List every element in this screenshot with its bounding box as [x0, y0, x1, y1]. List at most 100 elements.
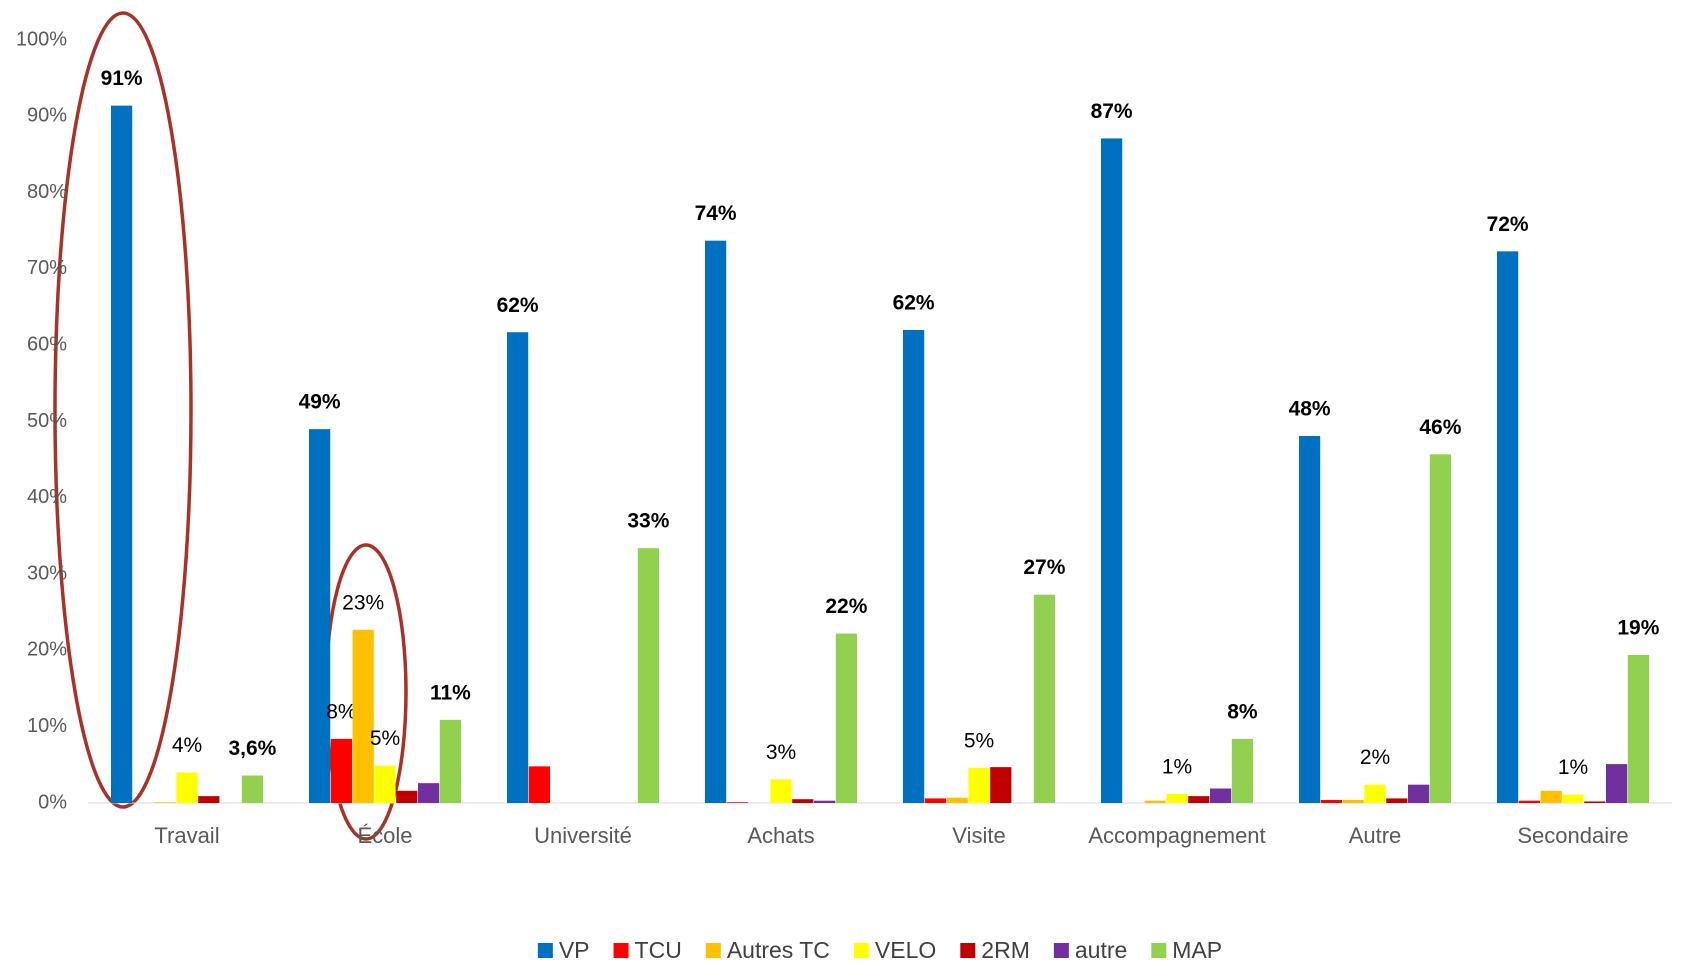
legend-label: TCU: [635, 937, 682, 963]
x-tick-label: Achats: [747, 823, 814, 848]
bar: [1166, 793, 1188, 803]
data-label: 1%: [1162, 755, 1192, 778]
bar: [1342, 799, 1364, 803]
y-tick-label: 90%: [27, 105, 67, 127]
data-label: 8%: [1227, 700, 1258, 723]
bar: [1627, 654, 1649, 803]
bar: [528, 766, 550, 803]
data-label: 48%: [1289, 398, 1331, 421]
bar: [1562, 794, 1584, 803]
y-tick-label: 10%: [27, 715, 67, 737]
data-label: 19%: [1617, 617, 1659, 640]
legend-swatch: [537, 943, 553, 958]
y-tick-label: 50%: [27, 410, 67, 432]
bar: [1518, 800, 1540, 803]
y-tick-label: 70%: [27, 257, 67, 279]
data-label: 1%: [1558, 756, 1588, 779]
legend-label: 2RM: [981, 937, 1030, 963]
data-label: 27%: [1023, 556, 1065, 579]
legend-swatch: [1053, 943, 1069, 958]
x-tick-label: École: [357, 823, 412, 848]
data-label: 11%: [430, 681, 471, 704]
bar: [814, 800, 836, 803]
data-label: 22%: [825, 595, 867, 618]
bar: [309, 429, 331, 803]
legend-label: Autres TC: [727, 937, 830, 963]
bar: [792, 799, 814, 803]
bar: [418, 783, 440, 803]
bar: [1101, 138, 1123, 803]
y-tick-label: 100%: [16, 28, 67, 50]
data-label: 23%: [342, 591, 384, 614]
x-tick-label: Autre: [1349, 823, 1402, 848]
bar: [176, 772, 198, 803]
data-label: 91%: [101, 67, 143, 90]
legend-swatch: [1151, 943, 1167, 958]
bar: [1210, 788, 1232, 803]
legend-swatch: [613, 943, 629, 958]
bar: [990, 767, 1012, 803]
bar: [705, 240, 727, 803]
bar: [352, 629, 374, 803]
highlight-ellipse: [53, 11, 193, 809]
bar: [1188, 796, 1210, 803]
bar: [726, 802, 748, 803]
legend-swatch: [853, 943, 869, 958]
x-tick-label: Travail: [154, 823, 219, 848]
bar: [903, 329, 925, 803]
legend-swatch: [960, 943, 976, 958]
data-label: 46%: [1419, 416, 1461, 439]
bar: [924, 798, 946, 803]
data-label: 62%: [497, 294, 539, 317]
x-tick-label: Secondaire: [1517, 823, 1628, 848]
bar: [968, 767, 990, 803]
x-tick-label: Université: [534, 823, 632, 848]
y-tick-label: 60%: [27, 333, 67, 355]
data-label: 4%: [172, 734, 202, 757]
bar: [330, 738, 352, 803]
legend-label: autre: [1075, 937, 1127, 963]
legend-label: VP: [559, 937, 590, 963]
bar: [946, 797, 968, 803]
bar: [1033, 594, 1055, 803]
bar: [637, 548, 659, 803]
bar: [241, 775, 263, 803]
bar: [1497, 251, 1519, 803]
y-tick-label: 40%: [27, 486, 67, 508]
legend-label: MAP: [1172, 937, 1222, 963]
data-label: 72%: [1487, 213, 1529, 236]
data-label: 5%: [370, 727, 400, 750]
legend-label: VELO: [875, 937, 936, 963]
bar: [1584, 801, 1606, 803]
data-label: 5%: [964, 729, 994, 752]
x-tick-label: Accompagnement: [1088, 823, 1265, 848]
y-tick-label: 20%: [27, 639, 67, 661]
data-label: 33%: [627, 510, 669, 533]
bar: [1299, 435, 1321, 803]
data-label: 3,6%: [228, 737, 276, 760]
bar: [835, 633, 857, 803]
bar: [1429, 454, 1451, 803]
bar: [111, 105, 133, 804]
data-label: 3%: [766, 741, 796, 764]
bar: [439, 719, 461, 803]
legend-swatch: [705, 943, 721, 958]
bar: [1320, 799, 1342, 803]
bar: [198, 796, 220, 803]
bar: [1364, 784, 1386, 803]
data-label: 49%: [299, 391, 341, 414]
bar: [1144, 800, 1166, 803]
bar: [770, 779, 792, 803]
data-label: 87%: [1091, 100, 1133, 123]
bar: [1386, 798, 1408, 803]
data-label: 62%: [893, 291, 935, 314]
bar: [1231, 738, 1253, 803]
bar: [1606, 764, 1628, 803]
data-label: 2%: [1360, 746, 1390, 769]
bar: [1540, 790, 1562, 803]
bar: [1408, 784, 1430, 803]
data-label: 74%: [695, 202, 737, 225]
bar: [374, 765, 396, 803]
y-tick-label: 0%: [38, 791, 67, 813]
